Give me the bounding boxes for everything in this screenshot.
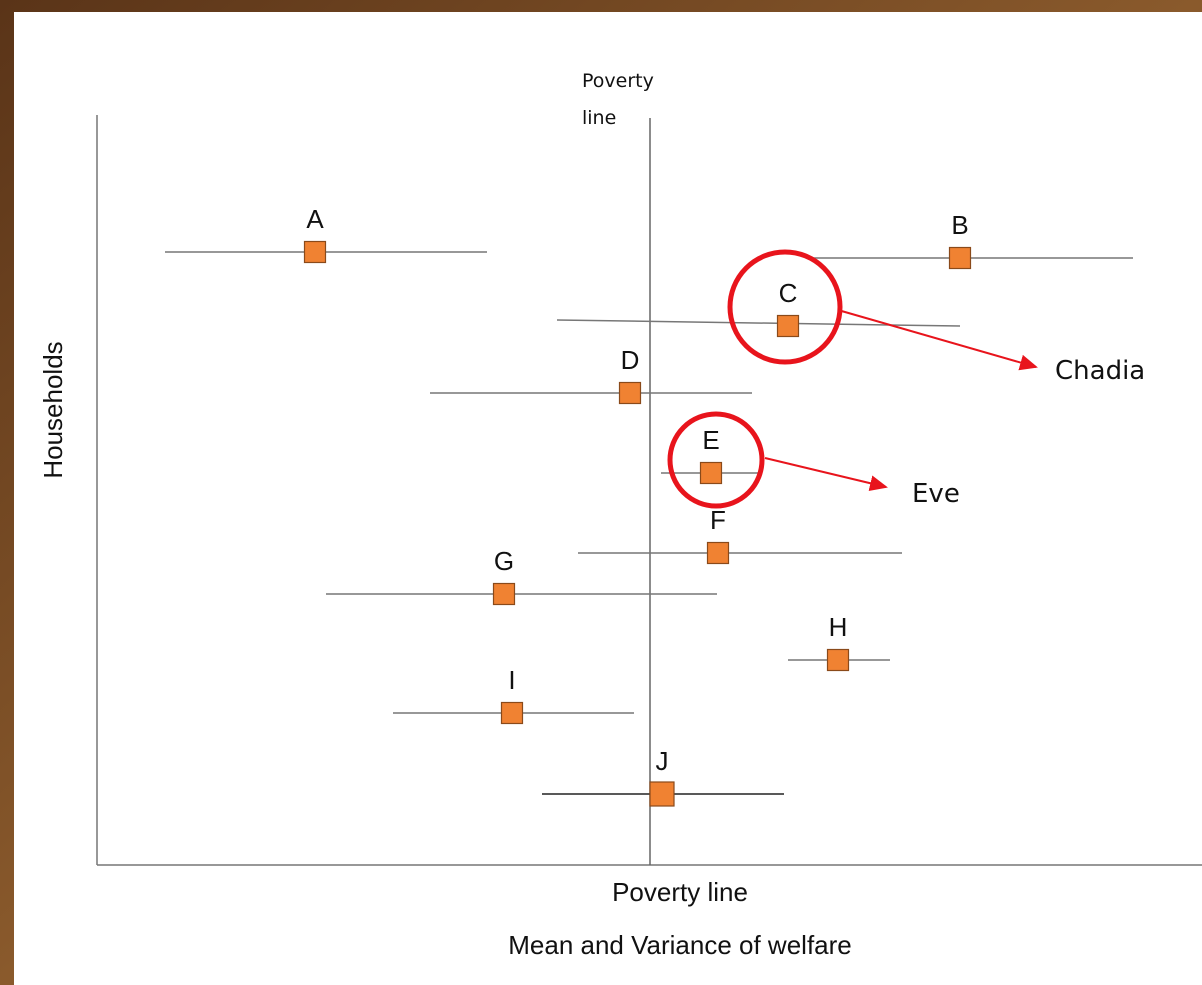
household-label: F <box>710 505 726 535</box>
x-axis-label: Mean and Variance of welfare <box>508 930 852 960</box>
panel <box>14 12 1202 985</box>
household-marker <box>502 703 523 724</box>
household-label: C <box>779 278 798 308</box>
x-axis-label: Poverty line <box>612 877 748 907</box>
household-label: I <box>508 665 515 695</box>
household-label: D <box>621 345 640 375</box>
y-axis-label: Households <box>38 341 68 478</box>
household-label: H <box>829 612 848 642</box>
household-label: E <box>702 425 719 455</box>
poverty-line-label: line <box>582 107 616 129</box>
callout-label: Eve <box>912 479 960 509</box>
household-label: B <box>951 210 968 240</box>
household-marker <box>708 543 729 564</box>
household-marker <box>305 242 326 263</box>
poverty-line-label: Poverty <box>582 70 654 92</box>
diagram: Poverty line Households Poverty line Mea… <box>0 0 1202 985</box>
household-marker <box>620 383 641 404</box>
household-marker <box>778 316 799 337</box>
household-marker <box>828 650 849 671</box>
household-marker <box>494 584 515 605</box>
household-marker <box>650 782 674 806</box>
household-label: J <box>656 746 669 776</box>
household-label: G <box>494 546 514 576</box>
household-marker <box>950 248 971 269</box>
callout-label: Chadia <box>1055 356 1145 386</box>
household-label: A <box>306 204 324 234</box>
household-marker <box>701 463 722 484</box>
